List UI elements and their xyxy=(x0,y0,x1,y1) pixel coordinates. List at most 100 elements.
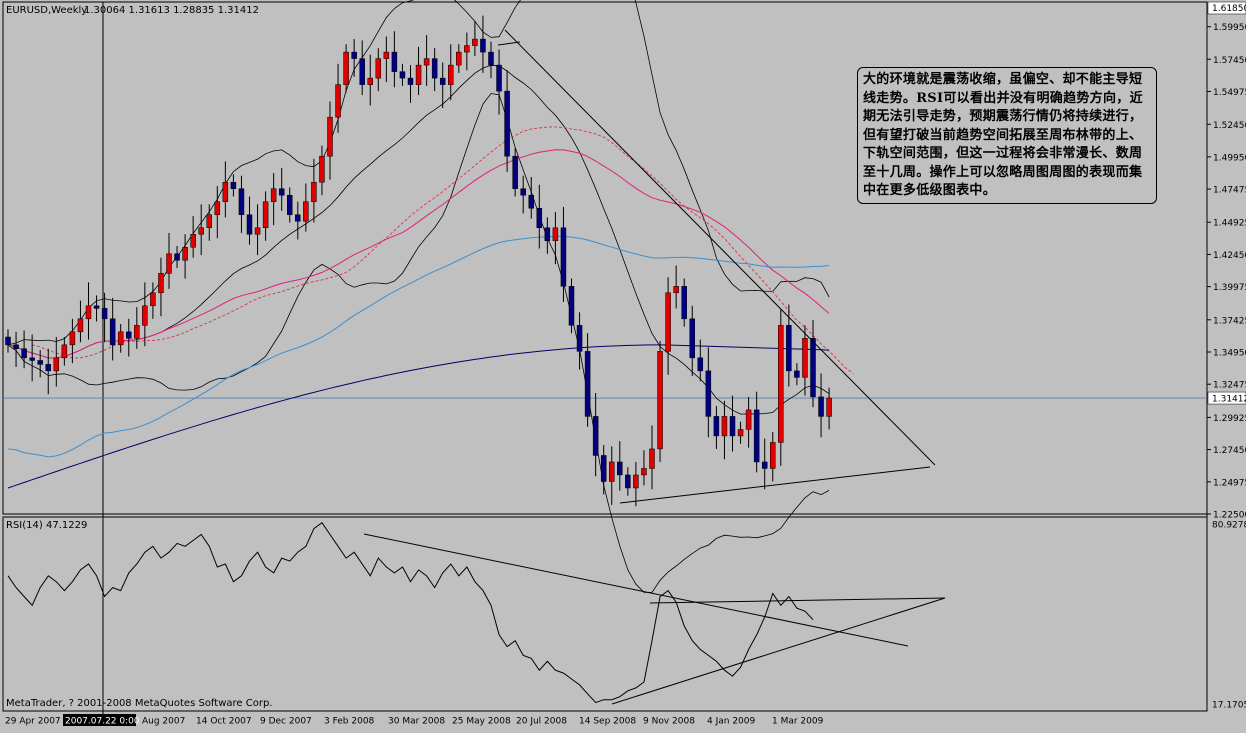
x-tick-label: 30 Mar 2008 xyxy=(388,717,445,727)
candle-body xyxy=(5,336,11,346)
candle-body xyxy=(721,416,728,437)
x-tick-label: Aug 2007 xyxy=(142,717,185,727)
candle-body xyxy=(238,188,245,215)
candle-body xyxy=(21,348,27,359)
x-tick-label: 25 May 2008 xyxy=(452,717,511,727)
rsi-line xyxy=(7,521,814,704)
candle-body xyxy=(198,227,204,235)
candle-body xyxy=(182,247,188,261)
x-axis-labels: 29 Apr 2007 2007.07.22 0:00 Aug 2007 14 Oct… xyxy=(5,714,824,727)
x-tick-label: 29 Apr 2007 xyxy=(5,717,61,727)
candle-body xyxy=(423,58,430,66)
y-tick-label: 1.32475 xyxy=(1213,381,1246,391)
candle-body xyxy=(448,64,454,85)
candle-body xyxy=(745,409,752,430)
y-tick-label: 1.42450 xyxy=(1213,251,1246,261)
y-tick-label: 1.47475 xyxy=(1213,186,1246,196)
candle-body xyxy=(246,214,253,235)
candle-body xyxy=(568,286,575,326)
candle-body xyxy=(528,194,534,209)
candle-body xyxy=(29,357,35,361)
candle-body xyxy=(174,253,180,261)
candle-body xyxy=(472,38,478,46)
price-tag-box xyxy=(1207,391,1246,405)
y-tick-label: 1.57450 xyxy=(1213,56,1246,66)
y-tick-label: 1.49950 xyxy=(1213,153,1246,163)
candle-body xyxy=(439,77,446,85)
x-tick-label: 20 Jul 2008 xyxy=(516,717,567,727)
candle-body xyxy=(61,344,68,359)
candle-body xyxy=(681,286,687,320)
candle-body xyxy=(600,455,607,482)
candle-body xyxy=(617,461,623,476)
candle-body xyxy=(117,331,124,346)
trend-line[interactable] xyxy=(619,466,931,504)
candle-body xyxy=(85,305,92,320)
candle-body xyxy=(705,370,712,417)
candle-body xyxy=(753,409,760,463)
candle-body xyxy=(77,318,84,333)
candle-body xyxy=(633,474,639,489)
rsi-title: RSI(14) 47.1229 xyxy=(6,520,87,531)
candle-body xyxy=(142,305,148,326)
candle-body xyxy=(520,188,526,196)
candle-body xyxy=(713,416,720,437)
y-tick-label: 1.29925 xyxy=(1213,414,1246,424)
candle-body xyxy=(230,181,237,189)
candle-body xyxy=(295,214,301,222)
copyright-text: MetaTrader, ? 2001-2008 MetaQuotes Softw… xyxy=(6,698,272,709)
cursor-date-box xyxy=(63,714,136,726)
candle-body xyxy=(359,58,365,85)
candle-body xyxy=(810,338,816,398)
candle-body xyxy=(391,51,398,72)
candle-body xyxy=(319,155,325,183)
y-axis-labels: 1.61850 1.59950 1.57450 1.54975 1.52450 1.499… xyxy=(1207,1,1246,521)
candle-body xyxy=(536,207,543,228)
candle-body xyxy=(488,51,494,66)
bollinger-lower-line xyxy=(7,93,830,593)
candle-body xyxy=(311,181,317,202)
candle-body xyxy=(480,38,486,53)
candle-body xyxy=(367,77,373,85)
candle-body xyxy=(375,58,382,79)
rsi-trend-line xyxy=(363,533,909,647)
candle-body xyxy=(496,64,502,92)
candle-body xyxy=(649,448,655,469)
candle-body xyxy=(53,357,60,372)
candle-body xyxy=(761,461,768,469)
candle-body xyxy=(689,318,695,359)
candle-body xyxy=(778,325,784,443)
candle-body xyxy=(109,318,116,346)
trend-lines[interactable] xyxy=(497,29,936,504)
candle-body xyxy=(37,360,43,365)
candle-body xyxy=(592,416,599,456)
rsi-tick-label: 17.1705 xyxy=(1212,701,1246,711)
analysis-note: 大的环境就是震荡收缩，虽偏空、却不能主导短线走势。RSI可以看出并没有明确趋势方… xyxy=(857,67,1157,204)
cursor-date-label: 2007.07.22 0:00 xyxy=(65,717,140,727)
candle-body xyxy=(206,214,212,228)
x-tick-label: 14 Sep 2008 xyxy=(579,717,636,727)
candle-body xyxy=(552,227,559,242)
trend-line[interactable] xyxy=(497,41,521,46)
candle-body xyxy=(262,201,269,228)
candle-body xyxy=(335,84,341,118)
candle-body xyxy=(407,77,414,85)
candle-body xyxy=(303,201,309,222)
y-tick-label: 1.61850 xyxy=(1212,4,1246,14)
candle-body xyxy=(69,331,76,346)
trend-line[interactable] xyxy=(504,29,936,466)
x-tick-label: 4 Jan 2009 xyxy=(707,717,755,727)
candle-body xyxy=(697,357,704,372)
price-tag-label: 1.31412 xyxy=(1212,395,1246,405)
candle-body xyxy=(770,442,776,469)
y-tick-label: 1.39975 xyxy=(1213,283,1246,293)
y-tick-label: 1.24975 xyxy=(1213,478,1246,488)
candle-body xyxy=(560,227,567,287)
ma-blue-line xyxy=(7,235,830,458)
candle-body xyxy=(576,325,583,352)
candle-body xyxy=(504,90,510,157)
candle-body xyxy=(222,181,229,202)
candle-body xyxy=(415,64,422,85)
x-tick-label: 1 Mar 2009 xyxy=(772,717,824,727)
